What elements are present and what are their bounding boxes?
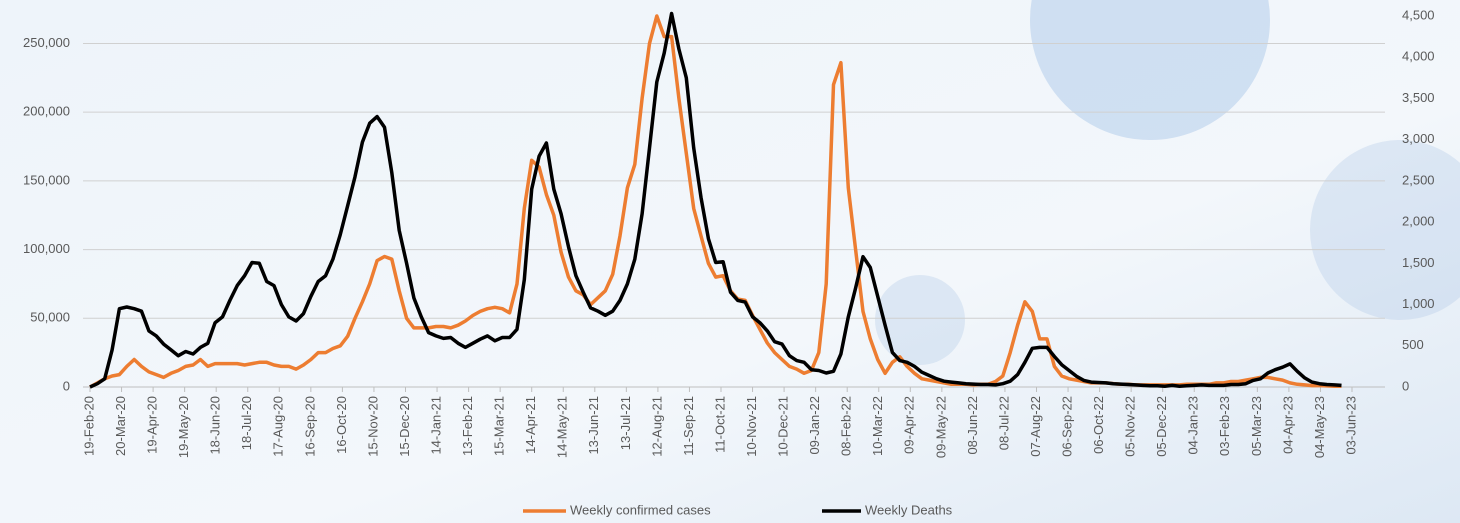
x-tick-label: 08-Jul-22 — [996, 396, 1011, 450]
x-tick-label: 16-Sep-20 — [302, 396, 317, 457]
x-tick-label: 15-Mar-21 — [492, 396, 507, 456]
y-tick-label: 200,000 — [23, 104, 70, 119]
x-tick-label: 07-Aug-22 — [1028, 396, 1043, 457]
x-tick-label: 03-Jun-23 — [1343, 396, 1358, 455]
x-tick-label: 04-Apr-23 — [1280, 396, 1295, 454]
legend-label: Weekly confirmed cases — [570, 502, 711, 517]
x-tick-label: 05-Dec-22 — [1154, 396, 1169, 457]
x-tick-label: 10-Dec-21 — [776, 396, 791, 457]
x-tick-label: 19-May-20 — [176, 396, 191, 458]
x-tick-label: 17-Aug-20 — [271, 396, 286, 457]
x-tick-label: 15-Dec-20 — [397, 396, 412, 457]
y2-tick-label: 3,000 — [1402, 131, 1435, 146]
y2-tick-label: 4,000 — [1402, 49, 1435, 64]
x-tick-label: 12-Aug-21 — [649, 396, 664, 457]
x-tick-label: 13-Jul-21 — [618, 396, 633, 450]
x-tick-label: 18-Jun-20 — [208, 396, 223, 455]
y2-tick-label: 0 — [1402, 378, 1409, 393]
x-tick-label: 08-Feb-22 — [839, 396, 854, 456]
legend-label: Weekly Deaths — [865, 502, 953, 517]
x-tick-label: 13-Jun-21 — [586, 396, 601, 455]
y-tick-label: 150,000 — [23, 172, 70, 187]
x-tick-label: 11-Sep-21 — [681, 396, 696, 456]
x-tick-label: 06-Oct-22 — [1091, 396, 1106, 454]
x-tick-label: 05-Mar-23 — [1249, 396, 1264, 456]
y2-tick-label: 3,500 — [1402, 90, 1435, 105]
x-tick-label: 03-Feb-23 — [1217, 396, 1232, 456]
x-tick-label: 20-Mar-20 — [113, 396, 128, 456]
y-tick-label: 250,000 — [23, 35, 70, 50]
y2-tick-label: 1,000 — [1402, 296, 1435, 311]
y2-tick-label: 4,500 — [1402, 7, 1435, 22]
x-tick-label: 10-Nov-21 — [744, 396, 759, 457]
x-tick-label: 09-May-22 — [933, 396, 948, 458]
x-tick-label: 19-Apr-20 — [145, 396, 160, 454]
x-tick-label: 14-Apr-21 — [523, 396, 538, 454]
y-tick-label: 100,000 — [23, 241, 70, 256]
y-tick-label: 0 — [63, 378, 70, 393]
x-tick-label: 11-Oct-21 — [712, 396, 727, 453]
x-tick-label: 14-May-21 — [555, 396, 570, 458]
chart: 0 50,000 100,000 150,000 200,000 250,000 0 500 1… — [0, 0, 1460, 523]
x-tick-label: 08-Jun-22 — [965, 396, 980, 455]
x-tick-label: 04-May-23 — [1312, 396, 1327, 458]
x-tick-label: 09-Jan-22 — [807, 396, 822, 455]
x-tick-label: 09-Apr-22 — [902, 396, 917, 454]
x-tick-label: 15-Nov-20 — [365, 396, 380, 457]
x-tick-label: 18-Jul-20 — [239, 396, 254, 450]
x-tick-label: 05-Nov-22 — [1123, 396, 1138, 457]
x-tick-label: 19-Feb-20 — [81, 396, 96, 456]
y2-tick-label: 2,500 — [1402, 172, 1435, 187]
x-tick-label: 06-Sep-22 — [1059, 396, 1074, 457]
y2-tick-label: 500 — [1402, 337, 1424, 352]
x-tick-label: 14-Jan-21 — [428, 396, 443, 455]
y2-tick-label: 1,500 — [1402, 255, 1435, 270]
x-tick-label: 10-Mar-22 — [870, 396, 885, 456]
decor-virus — [875, 275, 965, 365]
y2-tick-label: 2,000 — [1402, 214, 1435, 229]
y-tick-label: 50,000 — [30, 310, 70, 325]
x-tick-label: 13-Feb-21 — [460, 396, 475, 456]
x-tick-label: 04-Jan-23 — [1186, 396, 1201, 455]
x-tick-label: 16-Oct-20 — [334, 396, 349, 454]
